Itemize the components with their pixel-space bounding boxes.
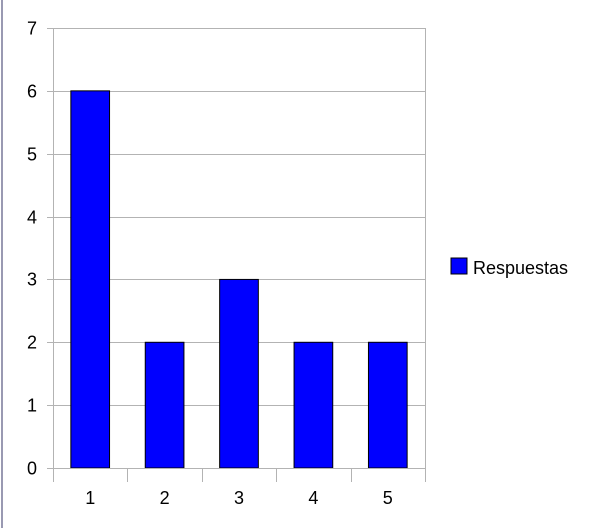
bars <box>70 90 408 469</box>
y-tick-label-7: 7 <box>27 19 37 39</box>
x-tick-label-5: 5 <box>383 488 393 508</box>
y-tick-label-4: 4 <box>27 208 37 228</box>
y-tick-label-6: 6 <box>27 82 37 102</box>
y-tick-label-2: 2 <box>27 333 37 353</box>
x-tick-label-4: 4 <box>308 488 318 508</box>
legend-label-respuestas: Respuestas <box>473 258 568 278</box>
legend: Respuestas <box>450 257 568 278</box>
y-tick-labels: 0 1 2 3 4 5 6 7 <box>27 19 37 479</box>
bar-5 <box>367 341 408 469</box>
bar-3 <box>219 278 259 469</box>
bar-2 <box>144 341 185 469</box>
y-tick-label-5: 5 <box>27 145 37 165</box>
x-tick-label-1: 1 <box>85 488 95 508</box>
x-tick-label-2: 2 <box>160 488 170 508</box>
x-tick-labels: 1 2 3 4 5 <box>85 488 393 508</box>
y-tick-label-1: 1 <box>27 396 37 416</box>
y-tick-label-3: 3 <box>27 270 37 290</box>
axes <box>47 28 426 482</box>
x-tick-label-3: 3 <box>234 488 244 508</box>
bar-4 <box>293 341 334 469</box>
bar-1 <box>70 90 111 469</box>
legend-swatch <box>450 257 468 275</box>
y-tick-label-0: 0 <box>27 459 37 479</box>
